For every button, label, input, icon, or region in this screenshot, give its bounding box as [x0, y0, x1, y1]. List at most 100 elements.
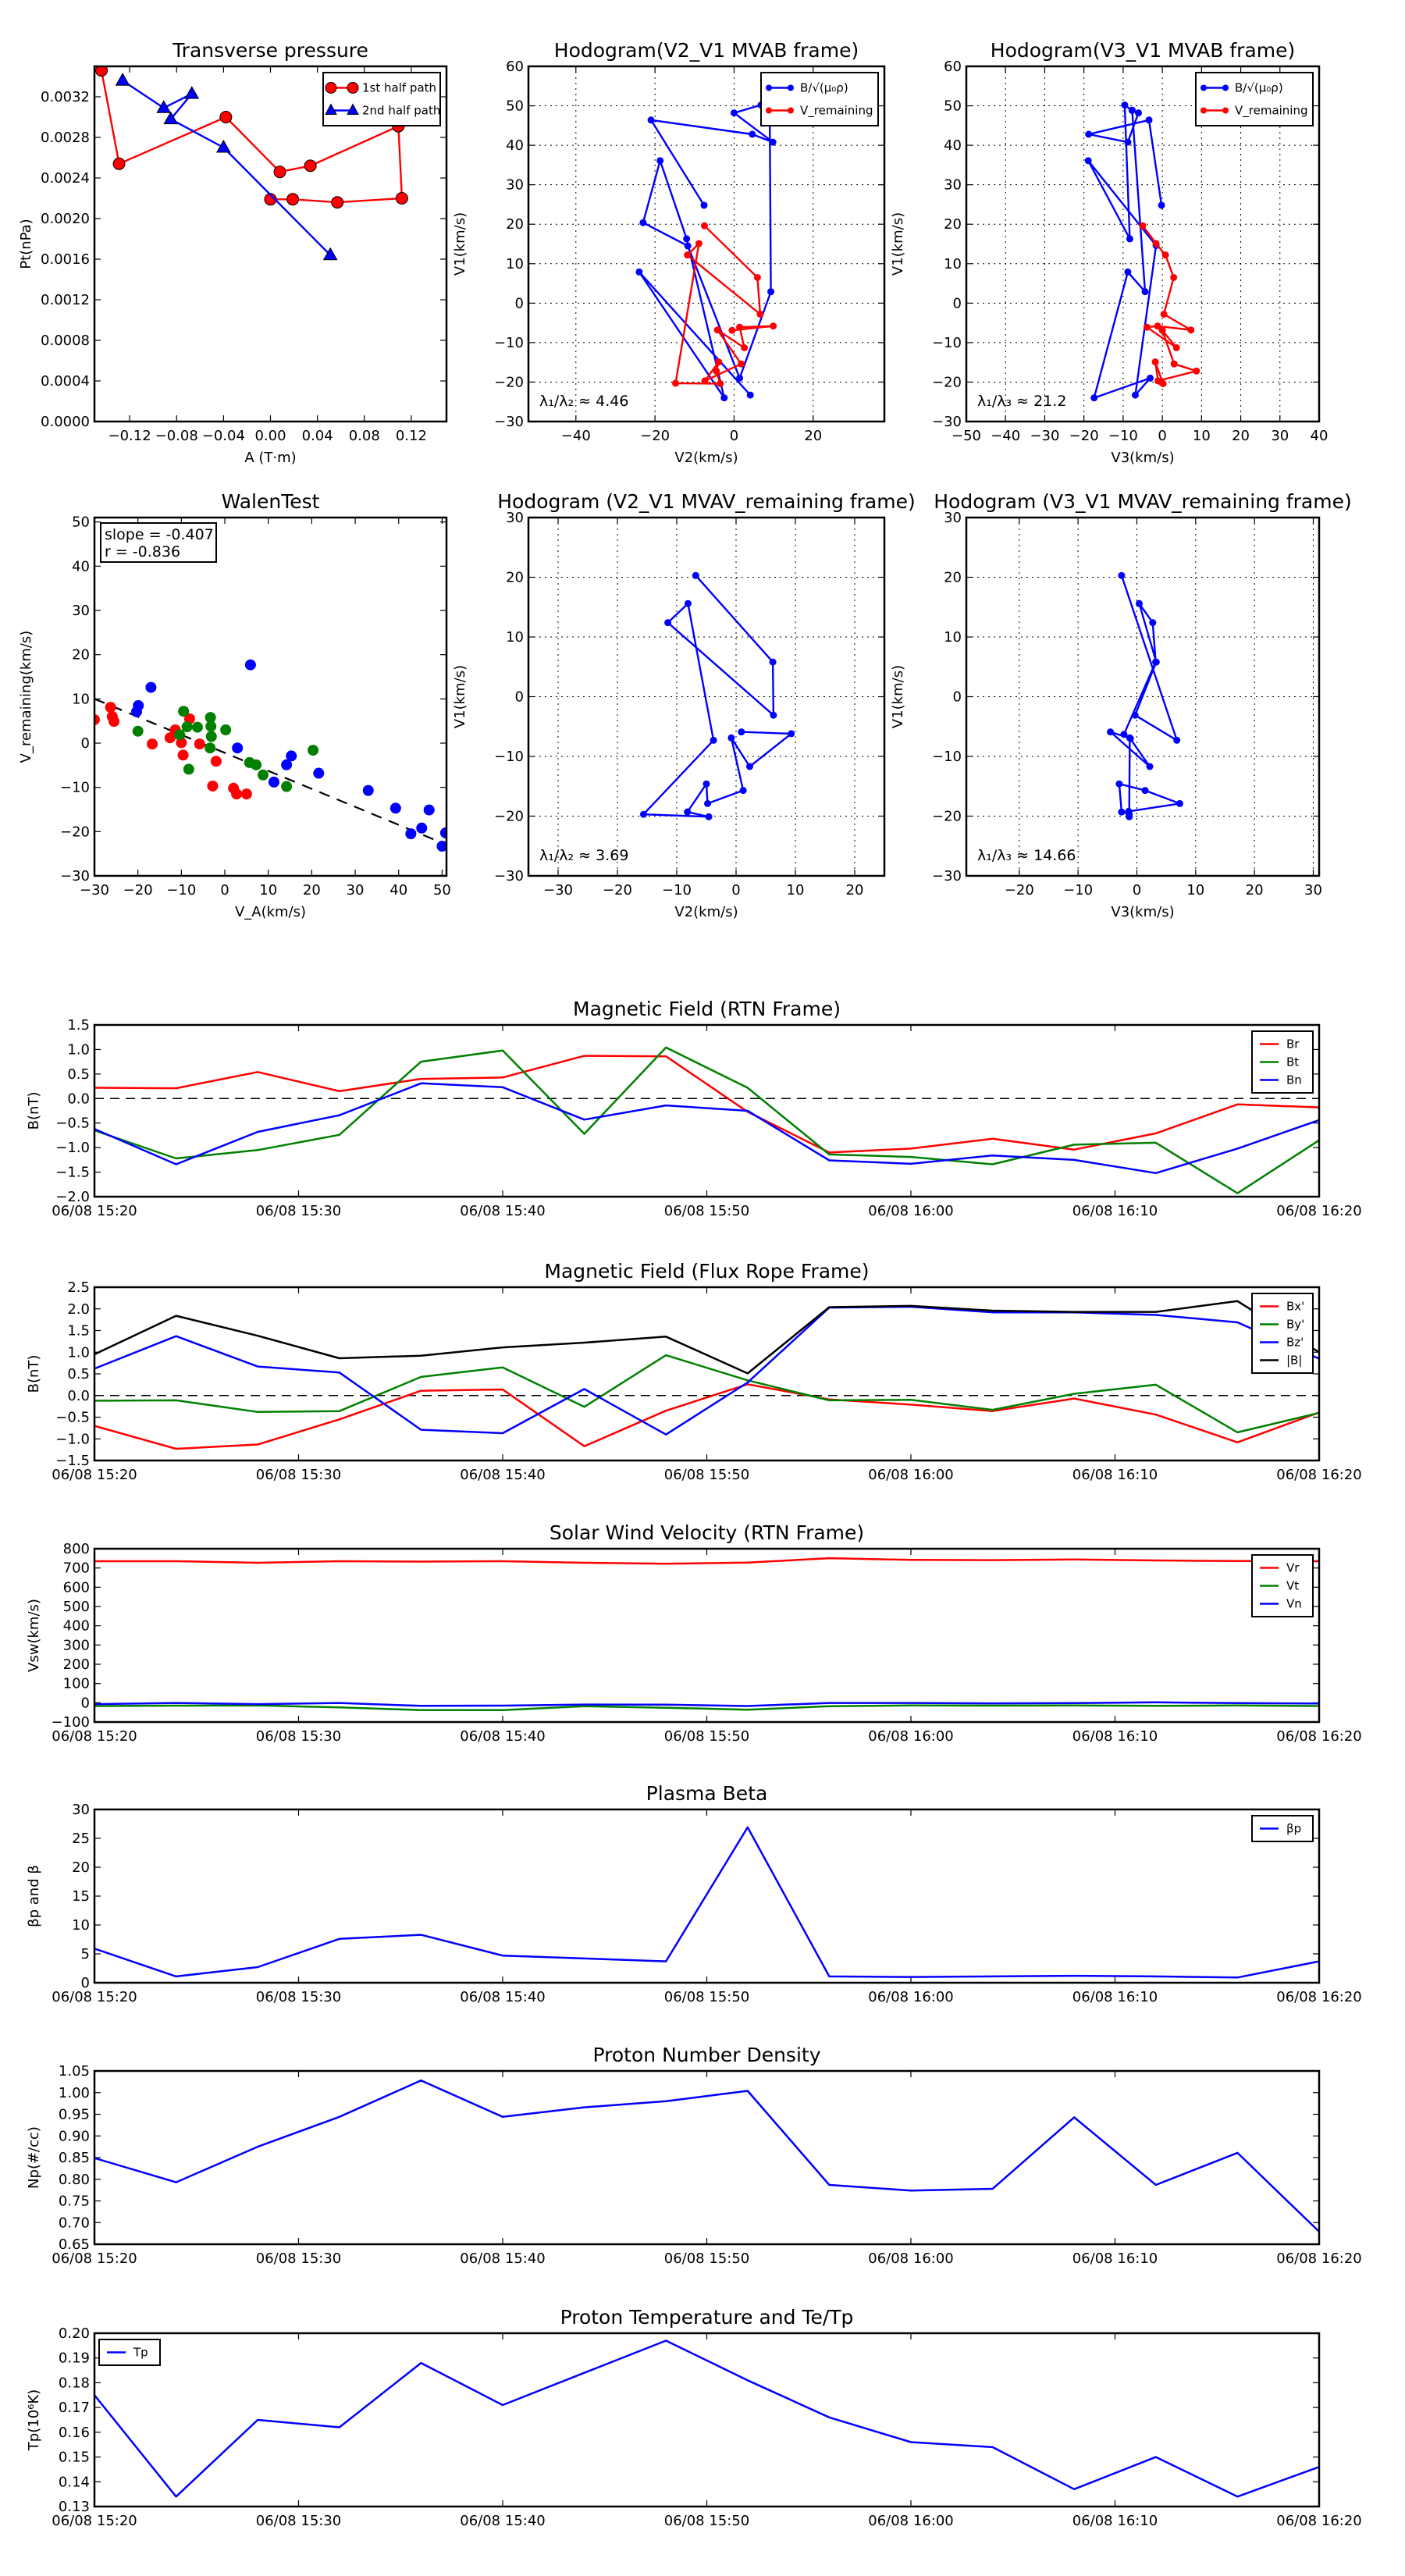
- data-point: [205, 731, 217, 742]
- x-axis-label: A (T·m): [244, 450, 296, 466]
- axes-frame: [93, 1286, 1321, 1462]
- x-tick-label: −50: [951, 428, 981, 444]
- data-point: [147, 738, 158, 750]
- legend-label: Tp: [133, 2346, 148, 2360]
- x-tick-label: 10: [1186, 882, 1204, 898]
- x-tick-label: 06/08 16:20: [1276, 1203, 1361, 1219]
- y-tick-label: 10: [944, 256, 962, 272]
- x-tick-label: 06/08 15:40: [460, 1467, 545, 1483]
- chart-proton-number-density: Proton Number Density 0.65 0.70 0.75 0.80 0.8…: [26, 2044, 1362, 2267]
- x-tick-label: 06/08 15:20: [52, 1203, 137, 1219]
- y-tick-label: 0.14: [59, 2474, 90, 2490]
- data-point: [1131, 711, 1139, 719]
- plot-area: [94, 1046, 1319, 1194]
- y-tick-label: 10: [944, 629, 962, 646]
- y-tick-label: −0.5: [55, 1115, 90, 1132]
- y-tick-label: 0.0004: [41, 373, 90, 390]
- series-line-Bt: [94, 1046, 1319, 1194]
- x-tick-label: 20: [804, 428, 822, 444]
- y-tick-label: −20: [494, 374, 524, 390]
- y-tick-label: 700: [63, 1560, 90, 1577]
- data-point: [1124, 138, 1132, 146]
- data-point: [112, 157, 126, 170]
- x-tick-label: 06/08 16:00: [868, 1203, 953, 1219]
- x-tick-label: −30: [1030, 428, 1059, 444]
- y-tick-label: 0.90: [59, 2128, 90, 2144]
- chart-title: Magnetic Field (Flux Rope Frame): [544, 1260, 869, 1283]
- x-tick-label: 06/08 16:10: [1072, 1203, 1158, 1219]
- data-point: [231, 788, 243, 800]
- data-point: [258, 769, 269, 781]
- y-axis-label: Tp(10⁶K): [26, 2389, 42, 2451]
- y-tick-label: 0.0008: [41, 333, 90, 349]
- y-tick-label: 50: [506, 98, 524, 115]
- data-point: [115, 73, 130, 86]
- y-tick-label: 30: [72, 603, 90, 619]
- chart-title: Solar Wind Velocity (RTN Frame): [550, 1521, 864, 1544]
- data-point: [281, 759, 293, 770]
- x-tick-label: 06/08 16:00: [868, 2250, 953, 2267]
- y-axis-label: V1(km/s): [890, 665, 906, 728]
- plot-area: [1107, 571, 1183, 820]
- y-tick-label: 0.5: [67, 1366, 90, 1382]
- y-tick-label: 25: [72, 1831, 90, 1847]
- legend-marker: [347, 103, 359, 115]
- legend-marker: [1222, 107, 1229, 114]
- data-point: [1154, 322, 1161, 330]
- x-tick-label: 06/08 16:10: [1072, 1989, 1158, 2005]
- data-point: [738, 728, 745, 736]
- y-tick-label: 20: [72, 647, 90, 664]
- plot-area: [94, 1557, 1319, 1711]
- x-tick-label: 10: [787, 882, 805, 898]
- y-tick-label: −30: [494, 414, 524, 430]
- data-point: [1144, 323, 1151, 331]
- y-tick-label: −1.0: [55, 1140, 90, 1156]
- data-point: [174, 729, 186, 741]
- fit-line: [94, 698, 446, 846]
- y-tick-label: 0.5: [67, 1066, 90, 1083]
- series-line-V: [1109, 575, 1181, 817]
- x-tick-label: 06/08 15:50: [664, 2513, 749, 2529]
- data-point: [788, 730, 795, 738]
- legend-marker: [788, 107, 794, 114]
- data-point: [1152, 658, 1160, 666]
- plot-area: [639, 571, 795, 820]
- data-point: [647, 116, 655, 124]
- legend-label: Bn: [1286, 1073, 1302, 1087]
- series-line-Vt: [94, 1704, 1319, 1711]
- data-point: [736, 374, 744, 382]
- stats-text: r = -0.836: [105, 543, 180, 560]
- data-point: [1158, 378, 1165, 386]
- chart-title: Hodogram (V3_V1 MVAV_remaining frame): [934, 490, 1352, 513]
- y-axis-label: V1(km/s): [890, 212, 906, 276]
- legend-label: V_remaining: [800, 104, 873, 119]
- axes-frame: [93, 516, 448, 877]
- data-point: [730, 109, 738, 117]
- data-point: [1149, 619, 1157, 627]
- data-point: [1176, 799, 1183, 807]
- x-tick-label: 06/08 16:00: [868, 1467, 953, 1483]
- legend-marker: [325, 103, 337, 115]
- data-point: [1141, 288, 1149, 296]
- y-tick-label: 100: [63, 1676, 90, 1692]
- plot-area: [635, 101, 777, 402]
- data-point: [1158, 201, 1165, 209]
- x-tick-label: 06/08 15:20: [52, 2250, 137, 2267]
- x-tick-label: 06/08 16:10: [1072, 2513, 1158, 2529]
- x-tick-label: −20: [640, 428, 670, 444]
- y-tick-label: 0: [81, 1975, 90, 1991]
- y-tick-label: 0: [515, 295, 524, 311]
- data-point: [700, 201, 708, 209]
- data-point: [684, 600, 692, 607]
- x-tick-label: −10: [1108, 428, 1138, 444]
- data-point: [1085, 130, 1093, 138]
- legend-label: B/√(μ₀ρ): [1235, 81, 1283, 95]
- x-tick-label: 40: [1311, 428, 1329, 444]
- x-tick-label: 0.00: [254, 428, 286, 444]
- data-point: [268, 776, 279, 788]
- series-line-Bx': [94, 1383, 1319, 1450]
- chart-title: Proton Number Density: [593, 2044, 821, 2066]
- series-line-By': [94, 1354, 1319, 1434]
- data-point: [362, 785, 374, 796]
- y-tick-label: 30: [72, 1802, 90, 1818]
